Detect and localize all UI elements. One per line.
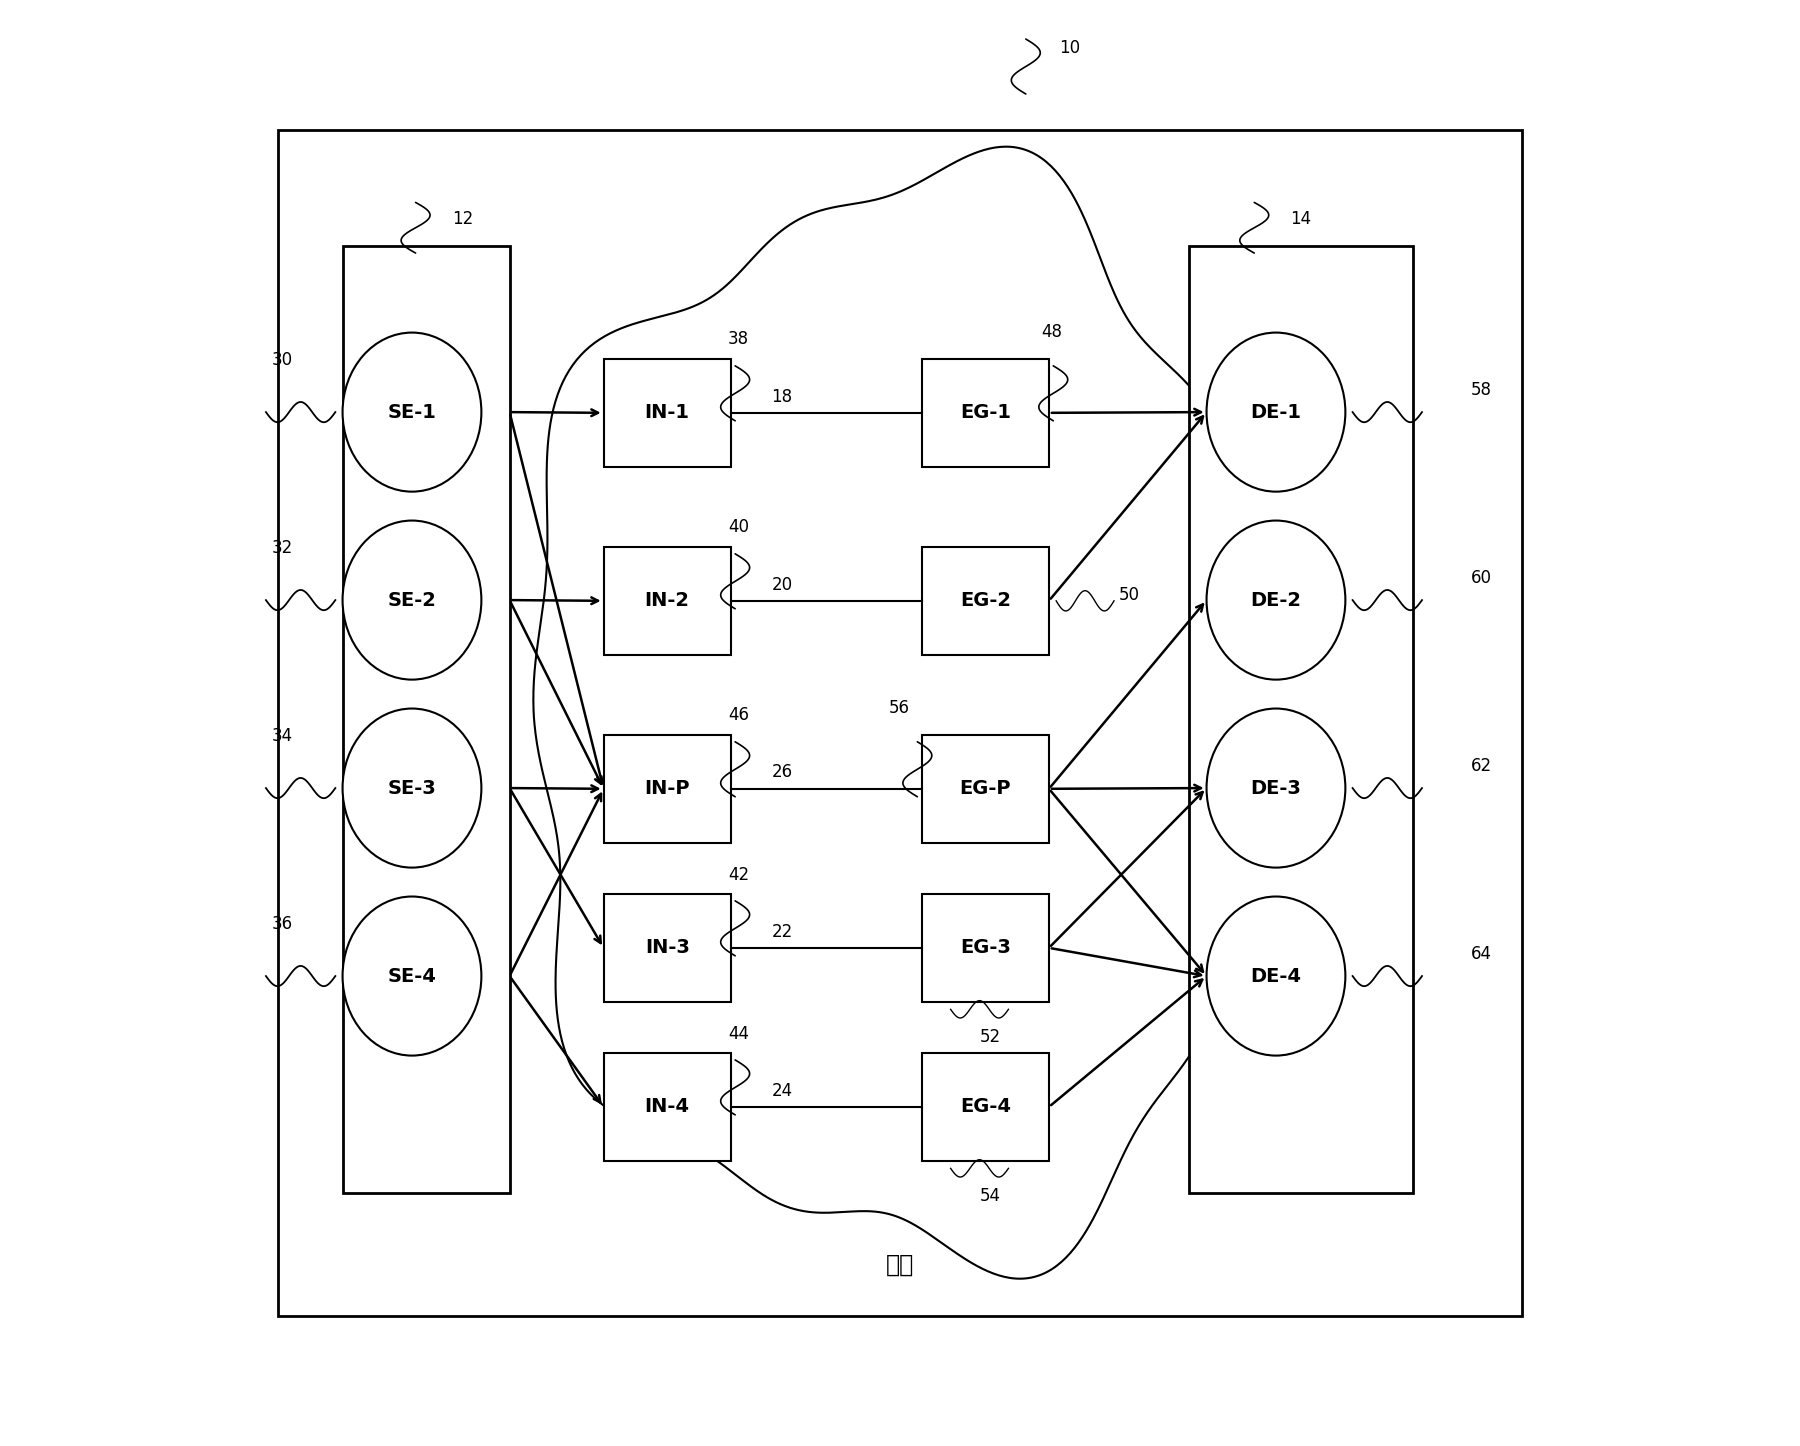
Text: IN-P: IN-P (644, 779, 689, 798)
Bar (922, 894, 1049, 1002)
Ellipse shape (342, 333, 481, 492)
Text: SE-3: SE-3 (387, 778, 436, 798)
Text: IN-3: IN-3 (644, 938, 689, 957)
Text: 18: 18 (772, 388, 792, 405)
Text: 10: 10 (1058, 39, 1080, 56)
Bar (603, 547, 731, 655)
Text: EG-P: EG-P (959, 779, 1012, 798)
Text: 30: 30 (272, 351, 293, 369)
Text: 36: 36 (272, 915, 293, 933)
Bar (922, 1053, 1049, 1161)
Text: 网络: 网络 (886, 1254, 914, 1277)
Bar (279, 130, 1521, 1316)
Text: EG-1: EG-1 (959, 403, 1012, 422)
Text: 48: 48 (1042, 324, 1062, 341)
Text: 22: 22 (772, 923, 792, 940)
Text: DE-1: DE-1 (1251, 402, 1301, 422)
Bar (603, 894, 731, 1002)
Bar (603, 735, 731, 843)
Text: 40: 40 (727, 519, 749, 536)
Bar (603, 1053, 731, 1161)
Ellipse shape (1206, 709, 1345, 868)
Text: 52: 52 (979, 1028, 1001, 1045)
Ellipse shape (342, 521, 481, 680)
Text: 26: 26 (772, 763, 792, 781)
Text: 62: 62 (1471, 758, 1492, 775)
Text: 38: 38 (727, 331, 749, 348)
Text: SE-2: SE-2 (387, 590, 436, 610)
Text: SE-1: SE-1 (387, 402, 436, 422)
Bar (922, 735, 1049, 843)
Text: 50: 50 (1118, 587, 1139, 604)
Text: EG-2: EG-2 (959, 591, 1012, 610)
Text: 60: 60 (1471, 570, 1492, 587)
Text: 20: 20 (772, 576, 792, 593)
Text: EG-4: EG-4 (959, 1098, 1012, 1116)
Text: 34: 34 (272, 727, 293, 745)
Text: 32: 32 (272, 539, 293, 557)
Text: 14: 14 (1291, 210, 1312, 227)
Text: 24: 24 (772, 1082, 792, 1099)
Bar (1190, 246, 1413, 1193)
Text: 54: 54 (979, 1187, 1001, 1205)
Text: 58: 58 (1471, 382, 1492, 399)
Text: DE-3: DE-3 (1251, 778, 1301, 798)
Text: IN-1: IN-1 (644, 403, 689, 422)
Text: IN-2: IN-2 (644, 591, 689, 610)
Ellipse shape (342, 709, 481, 868)
Text: 42: 42 (727, 866, 749, 884)
Text: DE-2: DE-2 (1251, 590, 1301, 610)
Text: 56: 56 (889, 700, 911, 717)
Text: 46: 46 (727, 707, 749, 724)
Bar (344, 246, 509, 1193)
Bar (922, 359, 1049, 467)
Text: 12: 12 (452, 210, 473, 227)
Text: 44: 44 (727, 1025, 749, 1043)
Ellipse shape (1206, 897, 1345, 1056)
Ellipse shape (1206, 333, 1345, 492)
Text: SE-4: SE-4 (387, 966, 436, 986)
Ellipse shape (342, 897, 481, 1056)
Text: 64: 64 (1471, 946, 1492, 963)
Bar (922, 547, 1049, 655)
Text: IN-4: IN-4 (644, 1098, 689, 1116)
Ellipse shape (1206, 521, 1345, 680)
Bar (603, 359, 731, 467)
Text: EG-3: EG-3 (959, 938, 1012, 957)
Text: DE-4: DE-4 (1251, 966, 1301, 986)
